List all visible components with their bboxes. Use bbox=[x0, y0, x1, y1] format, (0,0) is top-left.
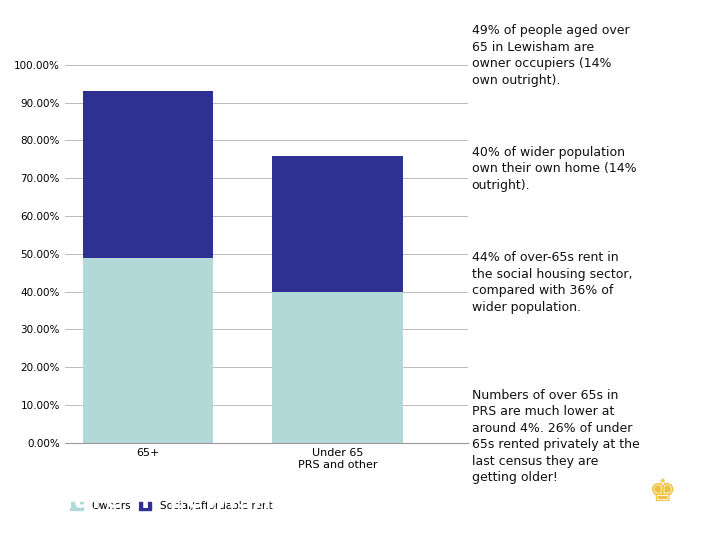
Text: Numbers of over 65s in
PRS are much lower at
around 4%. 26% of under
65s rented : Numbers of over 65s in PRS are much lowe… bbox=[472, 389, 639, 484]
Text: Tenure in Lewisham: Tenure in Lewisham bbox=[22, 488, 317, 514]
Text: Lewisham: Lewisham bbox=[633, 519, 692, 529]
Text: ♚: ♚ bbox=[649, 477, 676, 507]
Text: 40% of wider population
own their own home (14%
outright).: 40% of wider population own their own ho… bbox=[472, 146, 636, 192]
Legend: Owners, Social/affordable rent: Owners, Social/affordable rent bbox=[66, 497, 276, 516]
Bar bbox=[272, 292, 402, 443]
Text: 44% of over-65s rent in
the social housing sector,
compared with 36% of
wider po: 44% of over-65s rent in the social housi… bbox=[472, 251, 632, 314]
Text: 49% of people aged over
65 in Lewisham are
owner occupiers (14%
own outright).: 49% of people aged over 65 in Lewisham a… bbox=[472, 24, 629, 87]
Bar bbox=[83, 258, 213, 443]
Bar bbox=[272, 156, 402, 292]
Bar bbox=[83, 91, 213, 258]
